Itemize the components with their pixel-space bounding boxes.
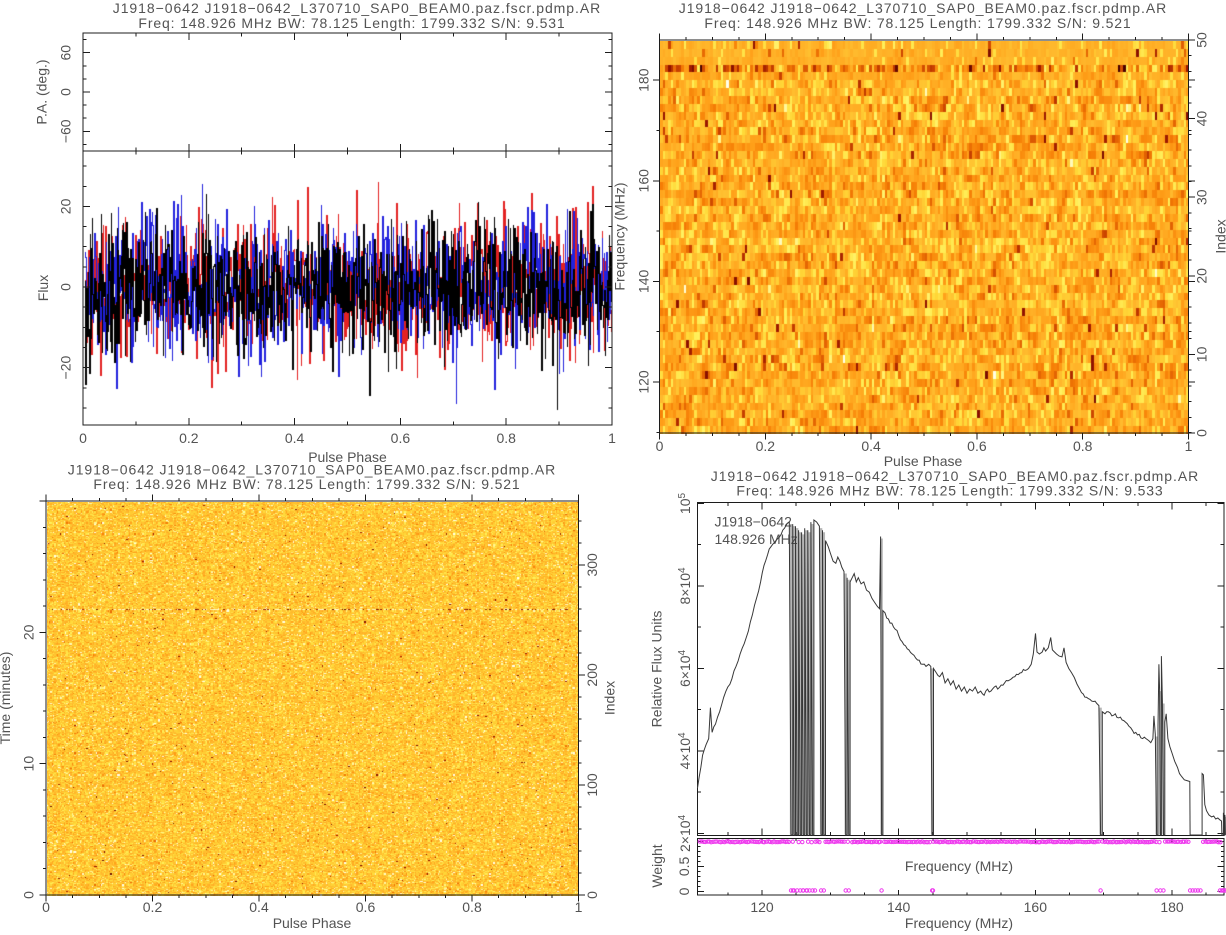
svg-text:1: 1 [575, 899, 583, 915]
svg-text:Freq: 148.926 MHz BW: 78.125 L: Freq: 148.926 MHz BW: 78.125 Length: 179… [704, 15, 1131, 31]
svg-text:60: 60 [58, 45, 74, 61]
svg-text:160: 160 [636, 169, 652, 193]
svg-text:0.2: 0.2 [179, 430, 199, 446]
svg-text:10: 10 [1193, 346, 1209, 362]
svg-text:J1918−0642 J1918−0642_L370710_: J1918−0642 J1918−0642_L370710_SAP0_BEAM0… [68, 462, 556, 478]
svg-text:20: 20 [1193, 268, 1209, 284]
svg-text:J1918−0642 J1918−0642_L370710_: J1918−0642 J1918−0642_L370710_SAP0_BEAM0… [113, 0, 601, 16]
svg-text:Index: Index [1213, 219, 1226, 253]
svg-text:Weight: Weight [649, 844, 665, 887]
svg-text:0.2: 0.2 [756, 438, 776, 454]
svg-text:−20: −20 [58, 356, 74, 380]
svg-text:120: 120 [750, 899, 774, 915]
svg-text:30: 30 [1193, 189, 1209, 205]
svg-text:0.8: 0.8 [462, 899, 482, 915]
svg-text:0.5: 0.5 [676, 856, 692, 876]
svg-text:Flux: Flux [35, 275, 51, 301]
svg-text:J1918−0642 J1918−0642_L370710_: J1918−0642 J1918−0642_L370710_SAP0_BEAM0… [679, 0, 1167, 16]
svg-text:4×104: 4×104 [677, 732, 693, 770]
svg-text:0: 0 [58, 88, 74, 96]
svg-text:0: 0 [1193, 429, 1209, 437]
svg-text:Frequency (MHz): Frequency (MHz) [612, 182, 628, 290]
svg-text:J1918−0642: J1918−0642 [715, 514, 793, 530]
svg-text:Frequency (MHz): Frequency (MHz) [905, 858, 1013, 874]
svg-text:120: 120 [636, 370, 652, 394]
svg-text:10: 10 [21, 756, 37, 772]
svg-text:P.A. (deg.): P.A. (deg.) [34, 59, 50, 124]
svg-text:20: 20 [21, 624, 37, 640]
svg-text:148.926 MHz: 148.926 MHz [715, 531, 798, 547]
svg-text:0.8: 0.8 [496, 430, 516, 446]
svg-text:6×104: 6×104 [677, 649, 693, 687]
svg-text:100: 100 [584, 773, 600, 797]
svg-text:40: 40 [1193, 111, 1209, 127]
svg-text:Relative Flux Units: Relative Flux Units [649, 611, 665, 728]
svg-text:Freq: 148.926 MHz BW: 78.125 L: Freq: 148.926 MHz BW: 78.125 Length: 179… [736, 482, 1163, 498]
svg-text:0: 0 [79, 430, 87, 446]
svg-text:180: 180 [636, 68, 652, 92]
svg-text:−60: −60 [58, 119, 74, 143]
svg-text:Pulse Phase: Pulse Phase [884, 453, 963, 469]
svg-text:50: 50 [1193, 32, 1209, 48]
svg-text:0.4: 0.4 [285, 430, 305, 446]
svg-text:Frequency (MHz): Frequency (MHz) [905, 915, 1013, 931]
svg-text:300: 300 [584, 553, 600, 577]
svg-text:Index: Index [602, 681, 618, 715]
svg-text:0.6: 0.6 [356, 899, 376, 915]
svg-text:0.6: 0.6 [967, 438, 987, 454]
svg-text:2×104: 2×104 [677, 814, 693, 852]
svg-text:160: 160 [1024, 899, 1048, 915]
svg-text:0.8: 0.8 [1073, 438, 1093, 454]
svg-text:0: 0 [676, 887, 692, 895]
svg-text:0.2: 0.2 [143, 899, 163, 915]
svg-text:0: 0 [656, 438, 664, 454]
svg-text:8×104: 8×104 [677, 567, 693, 605]
svg-text:105: 105 [677, 492, 693, 514]
svg-text:1: 1 [608, 430, 616, 446]
svg-text:0: 0 [21, 891, 37, 899]
svg-text:J1918−0642 J1918−0642_L370710_: J1918−0642 J1918−0642_L370710_SAP0_BEAM0… [711, 468, 1199, 484]
svg-text:180: 180 [1160, 899, 1184, 915]
svg-text:1: 1 [1185, 438, 1193, 454]
svg-text:0: 0 [58, 283, 74, 291]
svg-text:0.4: 0.4 [861, 438, 881, 454]
svg-text:Freq: 148.926 MHz BW: 78.125 L: Freq: 148.926 MHz BW: 78.125 Length: 179… [138, 15, 565, 31]
svg-text:Pulse Phase: Pulse Phase [273, 915, 352, 931]
svg-text:0: 0 [42, 899, 50, 915]
svg-text:140: 140 [636, 269, 652, 293]
svg-text:Freq: 148.926 MHz BW: 78.125 L: Freq: 148.926 MHz BW: 78.125 Length: 179… [93, 476, 520, 492]
svg-text:200: 200 [584, 663, 600, 687]
svg-text:Pulse Phase: Pulse Phase [308, 449, 387, 465]
svg-text:0: 0 [584, 891, 600, 899]
svg-text:0.6: 0.6 [391, 430, 411, 446]
svg-text:Time (minutes): Time (minutes) [0, 652, 13, 745]
svg-text:20: 20 [58, 198, 74, 214]
svg-text:140: 140 [887, 899, 911, 915]
svg-text:0.4: 0.4 [249, 899, 269, 915]
